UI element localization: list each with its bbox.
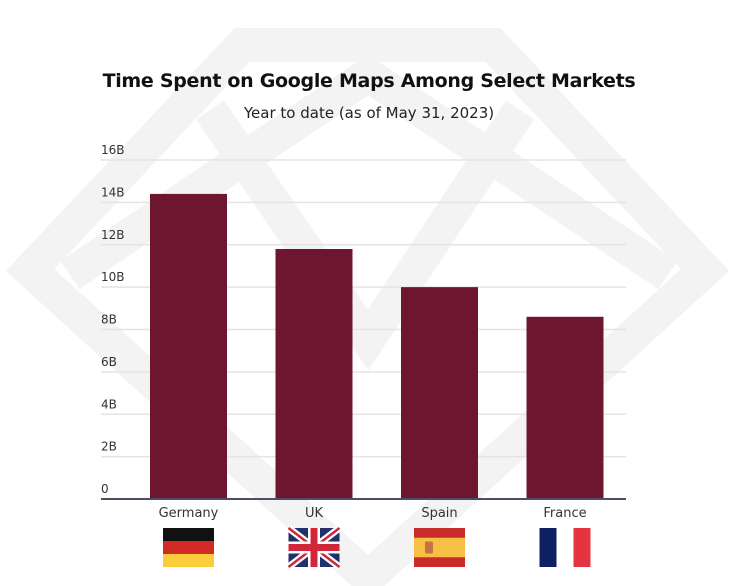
bar-uk — [275, 248, 353, 499]
x-tick-label: Spain — [421, 506, 457, 521]
x-axis-categories: Germany UK Spain France — [159, 506, 587, 521]
country-flags — [163, 525, 591, 570]
y-tick-label: 6B — [101, 355, 117, 369]
y-tick-label: 0 — [101, 482, 109, 496]
y-axis-ticks: 0 2B 4B 6B 8B 10B 12B 14B 16B — [101, 143, 125, 496]
bar-france — [526, 316, 604, 499]
y-tick-label: 16B — [101, 143, 125, 157]
uk-flag-icon — [286, 525, 342, 570]
france-flag-icon — [539, 528, 591, 567]
chart-subtitle: Year to date (as of May 31, 2023) — [243, 104, 495, 122]
bar-germany — [150, 193, 227, 499]
spain-flag-icon — [414, 528, 465, 567]
y-tick-label: 2B — [101, 440, 117, 454]
y-tick-label: 8B — [101, 313, 117, 327]
x-tick-label: UK — [305, 506, 324, 521]
x-tick-label: Germany — [159, 506, 219, 521]
germany-flag-icon — [163, 528, 214, 567]
y-tick-label: 10B — [101, 270, 125, 284]
x-tick-label: France — [543, 506, 586, 521]
bar-spain — [401, 287, 478, 499]
y-tick-label: 12B — [101, 228, 125, 242]
bars — [150, 193, 604, 499]
chart-title: Time Spent on Google Maps Among Select M… — [102, 70, 636, 92]
y-tick-label: 14B — [101, 185, 125, 199]
y-tick-label: 4B — [101, 397, 117, 411]
